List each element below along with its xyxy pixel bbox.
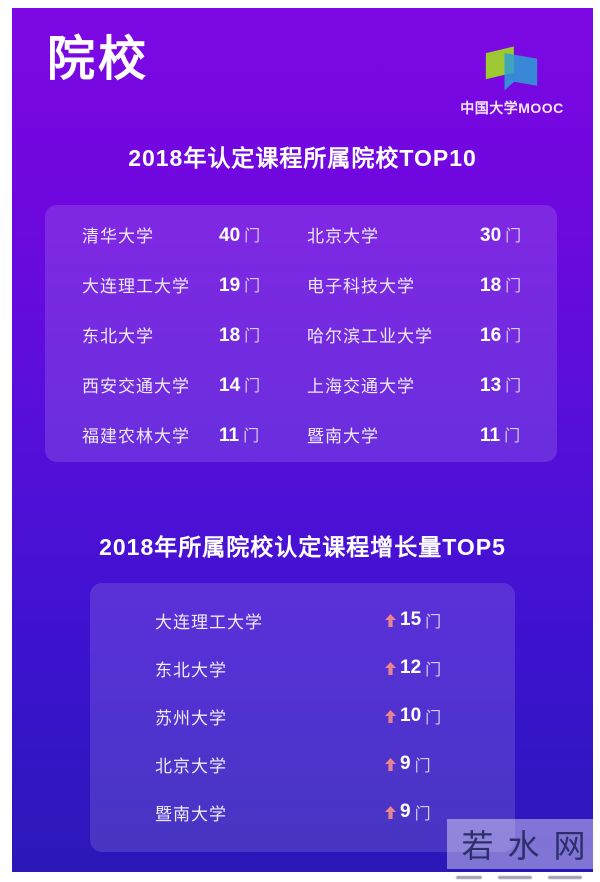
university-name: 大连理工大学 (155, 612, 263, 632)
top5-section-title: 2018年所属院校认定课程增长量TOP5 (99, 534, 506, 560)
course-count: 30 门 (480, 224, 522, 246)
course-count: 11 门 (219, 424, 260, 446)
course-count: 19 门 (219, 274, 261, 296)
course-count: 18 门 (219, 324, 261, 346)
university-name: 电子科技大学 (307, 276, 415, 296)
university-name: 暨南大学 (155, 804, 227, 824)
watermark-text: 若水网 (461, 828, 600, 864)
university-name: 西安交通大学 (82, 376, 190, 396)
up-arrow-icon (385, 613, 396, 627)
up-arrow-icon (385, 805, 396, 819)
growth-value: 15 门 (385, 608, 457, 632)
course-count: 13 门 (480, 374, 522, 396)
table-row: 大连理工大学 19 门 电子科技大学 18 门 (45, 259, 557, 309)
list-item: 大连理工大学 15 门 (90, 596, 515, 644)
top5-card: 大连理工大学 15 门 东北大学 12 门 苏州大学 10 门 (90, 583, 515, 852)
up-arrow-icon (385, 709, 396, 723)
gradient-canvas: 院校 中国大学MOOC 2018年认定课程所属院校TOP10 清华大学 40 门 … (12, 8, 593, 872)
university-name: 大连理工大学 (82, 276, 190, 296)
smudge-bar (498, 876, 532, 879)
mooc-logo: 中国大学MOOC (449, 42, 575, 118)
table-row: 东北大学 18 门 哈尔滨工业大学 16 门 (45, 309, 557, 359)
top10-section-title: 2018年认定课程所属院校TOP10 (128, 145, 477, 171)
table-row: 西安交通大学 14 门 上海交通大学 13 门 (45, 359, 557, 409)
list-item: 东北大学 12 门 (90, 644, 515, 692)
course-count: 40 门 (219, 224, 261, 246)
university-name: 福建农林大学 (82, 426, 190, 446)
university-name: 北京大学 (307, 226, 379, 246)
smudge-bar (456, 876, 482, 879)
list-item: 苏州大学 10 门 (90, 692, 515, 740)
course-count: 14 门 (219, 374, 261, 396)
watermark-subtext-smudge (456, 876, 582, 879)
university-name: 哈尔滨工业大学 (307, 326, 433, 346)
mooc-logo-label: 中国大学MOOC (460, 100, 564, 116)
up-arrow-icon (385, 757, 396, 771)
university-name: 东北大学 (155, 660, 227, 680)
smudge-bar (548, 876, 582, 879)
up-arrow-icon (385, 661, 396, 675)
watermark: 若水网 (447, 819, 600, 869)
university-name: 北京大学 (155, 756, 227, 776)
university-name: 东北大学 (82, 326, 154, 346)
growth-value: 12 门 (385, 656, 457, 680)
university-name: 暨南大学 (307, 426, 379, 446)
course-count: 18 门 (480, 274, 522, 296)
mooc-flags-icon (485, 46, 538, 91)
university-name: 清华大学 (82, 226, 154, 246)
course-count: 16 门 (480, 324, 522, 346)
page-title: 院校 (47, 33, 150, 86)
course-count: 11 门 (480, 424, 521, 446)
table-row: 清华大学 40 门 北京大学 30 门 (45, 209, 557, 259)
university-name: 苏州大学 (155, 708, 227, 728)
growth-value: 10 门 (385, 704, 457, 728)
table-row: 福建农林大学 11 门 暨南大学 11 门 (45, 409, 557, 459)
top10-card: 清华大学 40 门 北京大学 30 门 大连理工大学 19 门 电子科技大学 18 门 … (45, 205, 557, 462)
university-name: 上海交通大学 (307, 376, 415, 396)
